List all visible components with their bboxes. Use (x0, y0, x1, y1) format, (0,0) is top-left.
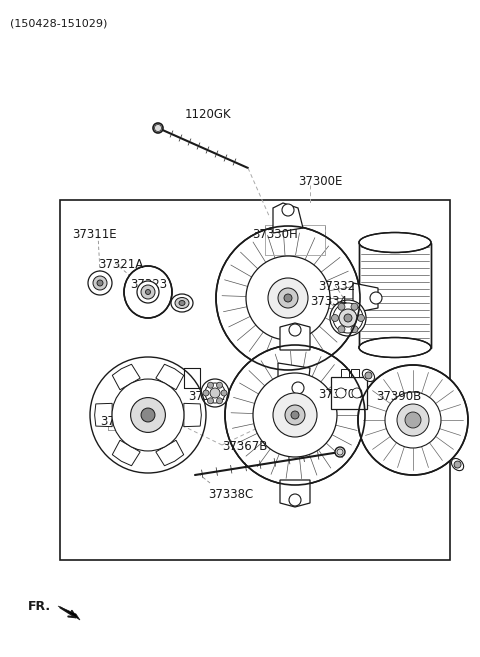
Circle shape (291, 411, 299, 419)
Circle shape (284, 294, 292, 302)
Circle shape (246, 256, 330, 340)
Circle shape (285, 405, 305, 425)
Circle shape (292, 382, 304, 394)
Circle shape (385, 392, 441, 448)
Ellipse shape (145, 290, 151, 294)
Bar (341, 369, 349, 377)
Text: FR.: FR. (28, 600, 51, 613)
Ellipse shape (333, 303, 363, 333)
Polygon shape (156, 364, 184, 390)
Text: 37300E: 37300E (298, 175, 342, 188)
Circle shape (112, 379, 184, 451)
Ellipse shape (124, 266, 172, 318)
Ellipse shape (201, 379, 229, 407)
Polygon shape (273, 203, 303, 233)
Polygon shape (112, 440, 140, 466)
Circle shape (268, 278, 308, 318)
Circle shape (216, 397, 223, 404)
Text: 37342: 37342 (188, 390, 225, 403)
Text: (150428-151029): (150428-151029) (10, 18, 108, 28)
Text: 37311E: 37311E (72, 228, 117, 241)
Circle shape (153, 123, 163, 133)
Text: 1120GK: 1120GK (185, 108, 232, 121)
Circle shape (216, 226, 360, 370)
Circle shape (93, 276, 107, 290)
Circle shape (351, 304, 358, 310)
Circle shape (88, 271, 112, 295)
Ellipse shape (344, 314, 352, 322)
Circle shape (454, 461, 461, 468)
Circle shape (282, 204, 294, 216)
Polygon shape (280, 323, 310, 350)
Text: 37370B: 37370B (318, 388, 363, 401)
Polygon shape (58, 606, 80, 620)
Polygon shape (112, 364, 140, 390)
Circle shape (97, 280, 103, 286)
Bar (359, 242, 431, 348)
Ellipse shape (359, 233, 431, 252)
Ellipse shape (330, 300, 366, 336)
Circle shape (358, 315, 364, 321)
Circle shape (221, 390, 227, 396)
Polygon shape (280, 480, 310, 507)
Ellipse shape (141, 285, 155, 299)
Circle shape (336, 388, 346, 398)
Circle shape (358, 365, 468, 475)
Circle shape (370, 292, 382, 304)
Polygon shape (278, 363, 310, 393)
Circle shape (253, 373, 337, 457)
Circle shape (203, 390, 209, 396)
Text: 37321A: 37321A (98, 258, 143, 271)
Text: 37367B: 37367B (222, 440, 267, 453)
Circle shape (273, 393, 317, 437)
Circle shape (207, 382, 214, 388)
Circle shape (405, 412, 421, 428)
Ellipse shape (205, 383, 225, 403)
Ellipse shape (175, 298, 189, 309)
Circle shape (335, 447, 345, 457)
Bar (351, 369, 359, 377)
Polygon shape (353, 283, 378, 313)
Circle shape (131, 397, 166, 432)
Text: 37340: 37340 (100, 415, 137, 428)
Polygon shape (184, 403, 202, 426)
Text: 37334: 37334 (310, 295, 347, 308)
Ellipse shape (179, 300, 185, 306)
Bar (60, 200, 450, 560)
Polygon shape (95, 403, 112, 426)
Text: 37338C: 37338C (208, 488, 253, 501)
Circle shape (397, 404, 429, 436)
Circle shape (338, 326, 345, 332)
Circle shape (365, 372, 372, 379)
Circle shape (332, 315, 338, 321)
Circle shape (351, 326, 358, 332)
Ellipse shape (137, 281, 159, 303)
Ellipse shape (171, 294, 193, 312)
Circle shape (225, 345, 365, 485)
Ellipse shape (339, 309, 357, 327)
Ellipse shape (210, 388, 220, 398)
Ellipse shape (362, 369, 374, 382)
Circle shape (338, 304, 345, 310)
Text: 37330H: 37330H (252, 228, 298, 241)
Circle shape (141, 408, 155, 422)
Circle shape (216, 382, 223, 388)
Circle shape (352, 388, 362, 398)
Text: 37390B: 37390B (376, 390, 421, 403)
Ellipse shape (359, 338, 431, 357)
Circle shape (289, 324, 301, 336)
Circle shape (289, 494, 301, 506)
Circle shape (278, 288, 298, 308)
Polygon shape (156, 440, 184, 466)
Bar (331, 377, 367, 409)
Text: 37332: 37332 (318, 280, 355, 293)
Text: 37323: 37323 (130, 278, 167, 291)
Ellipse shape (452, 459, 464, 470)
Circle shape (207, 397, 214, 404)
